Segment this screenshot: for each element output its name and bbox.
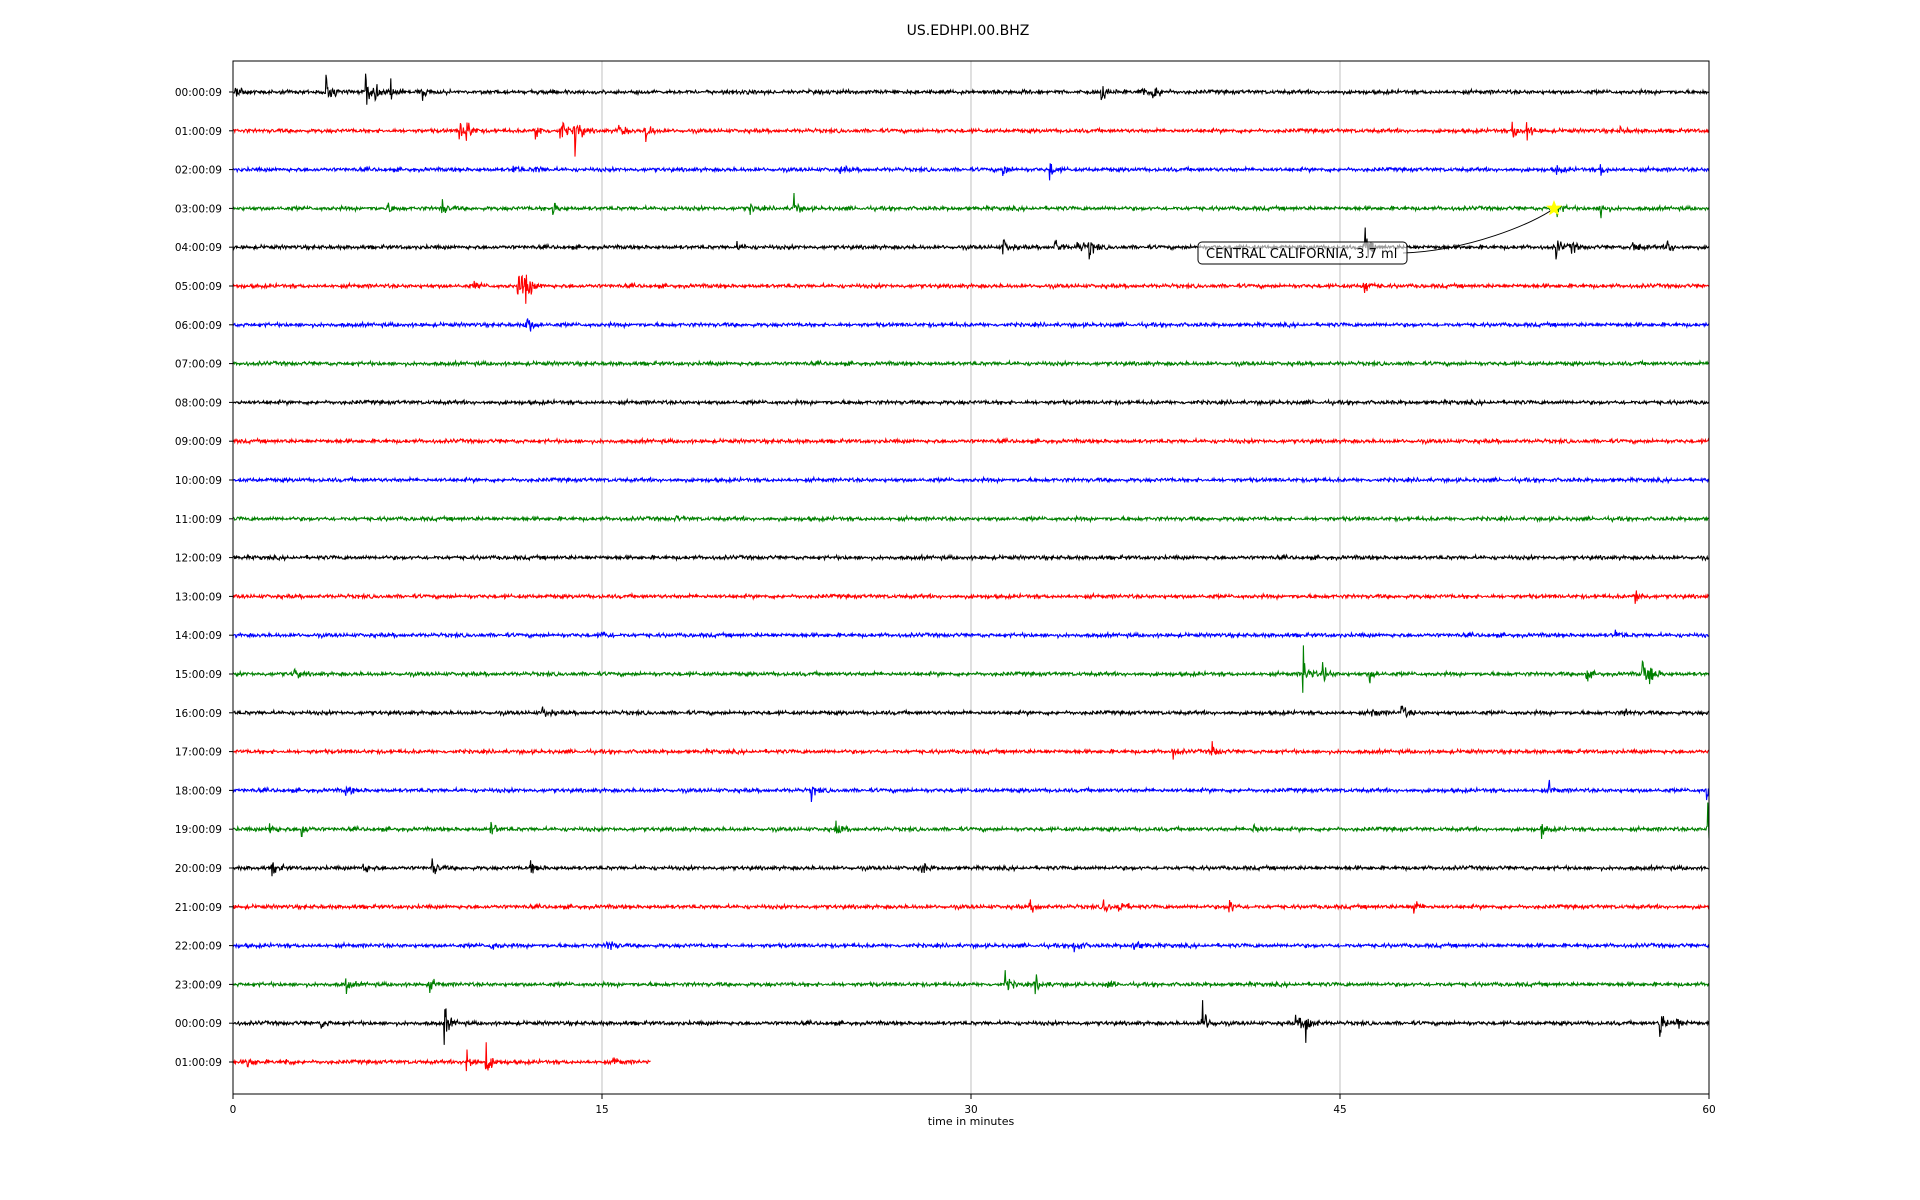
row-label-5: 05:00:09 <box>175 281 222 293</box>
row-label-9: 09:00:09 <box>175 436 222 448</box>
row-label-15: 15:00:09 <box>175 669 222 681</box>
trace-row-4 <box>232 227 1710 260</box>
traces <box>232 73 1710 1072</box>
trace-row-15 <box>232 645 1710 693</box>
row-label-18: 18:00:09 <box>175 785 222 797</box>
x-axis-ticks: 0 15 30 45 60 <box>230 1094 1716 1116</box>
row-label-25: 01:00:09 <box>175 1057 222 1069</box>
row-time-labels: 00:00:09 01:00:09 02:00:09 03:00:09 04:00:09… <box>175 87 233 1069</box>
event-star-marker-0 <box>1546 199 1563 216</box>
row-label-13: 13:00:09 <box>175 591 222 603</box>
trace-row-9 <box>232 436 1710 446</box>
row-label-8: 08:00:09 <box>175 397 222 409</box>
annotation-text-0: CENTRAL CALIFORNIA, 3.7 ml <box>1206 247 1397 262</box>
trace-row-17 <box>232 741 1710 760</box>
x-tick-label-0: 0 <box>230 1104 237 1116</box>
row-label-4: 04:00:09 <box>175 242 222 254</box>
trace-row-19 <box>232 802 1710 840</box>
row-label-11: 11:00:09 <box>175 514 222 526</box>
trace-row-23 <box>232 970 1710 995</box>
x-tick-label-1: 15 <box>595 1104 608 1116</box>
row-label-21: 21:00:09 <box>175 902 222 914</box>
row-label-2: 02:00:09 <box>175 165 222 177</box>
annotation-box-0 <box>1197 241 1408 265</box>
annotations: CENTRAL CALIFORNIA, 3.7 ml <box>1197 199 1563 265</box>
row-label-3: 03:00:09 <box>175 203 222 215</box>
row-label-16: 16:00:09 <box>175 708 222 720</box>
annotation-leader-0 <box>1402 207 1555 254</box>
row-label-6: 06:00:09 <box>175 320 222 332</box>
trace-row-6 <box>232 318 1710 332</box>
row-label-1: 01:00:09 <box>175 126 222 138</box>
trace-row-8 <box>232 397 1710 407</box>
trace-row-16 <box>232 705 1709 719</box>
row-label-24: 00:00:09 <box>175 1018 222 1030</box>
trace-row-22 <box>232 940 1710 953</box>
trace-row-1 <box>232 121 1710 157</box>
row-label-7: 07:00:09 <box>175 359 222 371</box>
trace-row-7 <box>232 359 1710 368</box>
trace-row-5 <box>232 274 1710 304</box>
trace-row-25 <box>232 1042 651 1072</box>
trace-row-20 <box>232 858 1710 877</box>
grid-lines <box>601 61 1341 1094</box>
row-label-20: 20:00:09 <box>175 863 222 875</box>
trace-row-0 <box>232 73 1710 105</box>
x-tick-label-2: 30 <box>964 1104 977 1116</box>
row-label-23: 23:00:09 <box>175 979 222 991</box>
x-tick-label-3: 45 <box>1333 1104 1346 1116</box>
trace-row-18 <box>232 779 1710 803</box>
trace-row-13 <box>232 590 1710 604</box>
row-label-22: 22:00:09 <box>175 941 222 953</box>
trace-row-24 <box>232 1000 1710 1045</box>
row-label-17: 17:00:09 <box>175 747 222 759</box>
trace-row-14 <box>232 629 1710 640</box>
row-label-12: 12:00:09 <box>175 553 222 565</box>
x-axis-label: time in minutes <box>928 1115 1015 1128</box>
row-label-0: 00:00:09 <box>175 87 222 99</box>
trace-row-2 <box>232 163 1710 181</box>
row-label-19: 19:00:09 <box>175 824 222 836</box>
trace-row-11 <box>232 514 1710 524</box>
trace-row-12 <box>232 553 1710 562</box>
trace-row-10 <box>232 475 1710 485</box>
chart-title: US.EDHPI.00.BHZ <box>907 23 1030 39</box>
x-tick-label-4: 60 <box>1702 1104 1715 1116</box>
row-label-10: 10:00:09 <box>175 475 222 487</box>
row-label-14: 14:00:09 <box>175 630 222 642</box>
trace-row-3 <box>233 192 1710 219</box>
trace-row-21 <box>232 899 1710 914</box>
